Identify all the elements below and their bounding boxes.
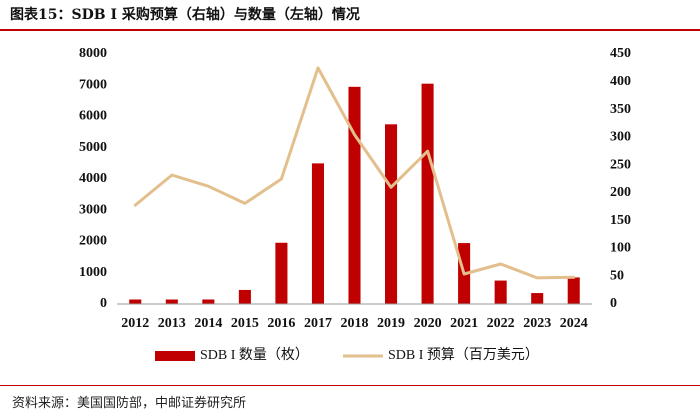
legend-line-label: SDB I 预算（百万美元）	[388, 347, 539, 363]
bar	[275, 242, 288, 304]
bar	[238, 289, 251, 304]
bar	[421, 83, 434, 304]
y-right-tick-label: 300	[610, 130, 631, 145]
title-divider	[0, 29, 700, 31]
bar	[165, 299, 178, 304]
y-right-tick-label: 50	[610, 268, 624, 283]
bar	[567, 277, 580, 304]
y-left-tick-label: 0	[100, 296, 107, 311]
y-left-tick-label: 2000	[79, 234, 107, 249]
x-tick-label: 2020	[414, 316, 442, 331]
y-left-tick-label: 3000	[79, 202, 107, 217]
chart-title: 图表15：SDB I 采购预算（右轴）与数量（左轴）情况	[10, 7, 360, 23]
y-left-tick-label: 7000	[79, 77, 107, 92]
x-tick-label: 2023	[523, 316, 551, 331]
y-right-tick-label: 0	[610, 296, 617, 311]
y-left-tick-label: 8000	[79, 46, 107, 61]
y-left-tick-label: 4000	[79, 171, 107, 186]
bar	[129, 299, 142, 304]
x-tick-label: 2021	[450, 316, 478, 331]
source-divider	[0, 385, 700, 386]
y-left-tick-label: 5000	[79, 140, 107, 155]
y-right-tick-label: 450	[610, 46, 631, 61]
bar	[531, 293, 544, 304]
bar	[202, 299, 215, 304]
x-tick-label: 2022	[487, 316, 515, 331]
x-tick-label: 2018	[341, 316, 369, 331]
x-tick-label: 2015	[231, 316, 259, 331]
bar	[494, 280, 507, 304]
source-note: 资料来源：美国国防部，中邮证券研究所	[12, 396, 247, 411]
y-right-tick-label: 200	[610, 185, 631, 200]
budget-line	[133, 66, 576, 280]
x-tick-label: 2014	[194, 316, 222, 331]
legend-bar-label: SDB I 数量（枚）	[200, 347, 309, 363]
y-right-tick-label: 150	[610, 213, 631, 228]
x-tick-label: 2013	[158, 316, 186, 331]
y-right-tick-label: 250	[610, 157, 631, 172]
y-right-tick-label: 100	[610, 241, 631, 256]
y-right-tick-label: 400	[610, 74, 631, 89]
bar	[311, 163, 324, 304]
legend-bar-swatch	[155, 351, 195, 361]
bar	[385, 124, 398, 304]
x-tick-label: 2017	[304, 316, 332, 331]
x-tick-label: 2012	[121, 316, 149, 331]
y-right-tick-label: 350	[610, 102, 631, 117]
bar	[348, 86, 361, 304]
y-left-tick-label: 1000	[79, 265, 107, 280]
x-tick-label: 2024	[560, 316, 588, 331]
x-tick-label: 2016	[267, 316, 295, 331]
y-left-tick-label: 6000	[79, 109, 107, 124]
x-tick-label: 2019	[377, 316, 405, 331]
